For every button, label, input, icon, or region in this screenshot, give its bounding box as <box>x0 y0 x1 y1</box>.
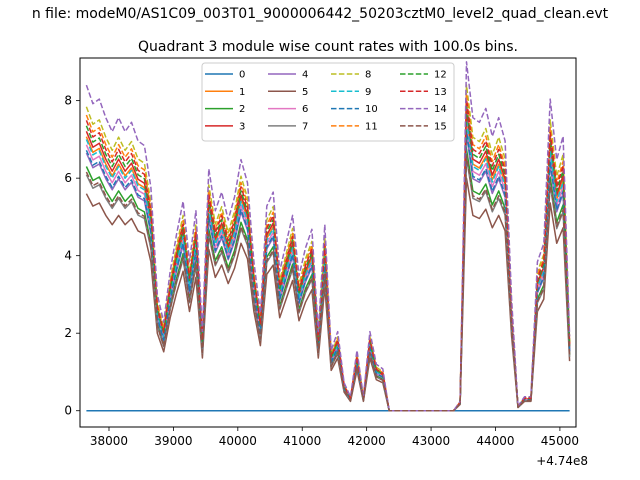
y-axis-ticks: 0 2 4 6 8 <box>64 94 80 418</box>
x-axis-ticks: 38000 39000 40000 41000 42000 43000 44000 45000 <box>90 427 579 448</box>
x-tick-label: 45000 <box>541 434 579 448</box>
series-line-15 <box>85 154 571 412</box>
x-tick-label: 44000 <box>476 434 514 448</box>
legend-label-7: 7 <box>302 121 308 132</box>
series-line-13 <box>85 98 571 412</box>
y-tick-label: 4 <box>64 249 72 263</box>
legend-label-0: 0 <box>239 70 245 81</box>
x-tick-label: 41000 <box>283 434 321 448</box>
legend-label-14: 14 <box>434 104 447 115</box>
y-tick-label: 6 <box>64 171 72 185</box>
axes-frame <box>79 57 577 428</box>
series-line-14 <box>85 61 571 412</box>
legend-label-11: 11 <box>365 121 378 132</box>
legend-label-12: 12 <box>434 70 447 81</box>
series-line-10 <box>85 130 571 412</box>
legend-label-5: 5 <box>302 87 308 98</box>
series-line-2 <box>85 148 571 412</box>
x-axis-offset-label: +4.74e8 <box>536 454 588 468</box>
x-tick-label: 42000 <box>348 434 386 448</box>
plot-lines <box>85 61 571 412</box>
legend-label-13: 13 <box>434 87 447 98</box>
legend-frame <box>201 62 455 142</box>
y-tick-label: 2 <box>64 326 72 340</box>
legend-label-4: 4 <box>302 70 308 81</box>
y-tick-label: 0 <box>64 404 72 418</box>
legend-label-6: 6 <box>302 104 308 115</box>
legend-label-1: 1 <box>239 87 245 98</box>
x-tick-label: 39000 <box>154 434 192 448</box>
legend-label-3: 3 <box>239 121 245 132</box>
figure-suptitle: n file: modeM0/AS1C09_003T01_9000006442_… <box>32 6 609 22</box>
x-tick-label: 40000 <box>219 434 257 448</box>
chart-title: Quadrant 3 module wise count rates with … <box>138 39 518 55</box>
legend-label-15: 15 <box>434 121 447 132</box>
series-line-3 <box>85 110 571 412</box>
legend-label-9: 9 <box>365 87 371 98</box>
legend-label-10: 10 <box>365 104 378 115</box>
x-tick-label: 38000 <box>90 434 128 448</box>
y-tick-label: 8 <box>64 94 72 108</box>
legend-label-2: 2 <box>239 104 245 115</box>
series-line-12 <box>85 104 571 412</box>
legend-label-8: 8 <box>365 70 371 81</box>
x-tick-label: 43000 <box>412 434 450 448</box>
